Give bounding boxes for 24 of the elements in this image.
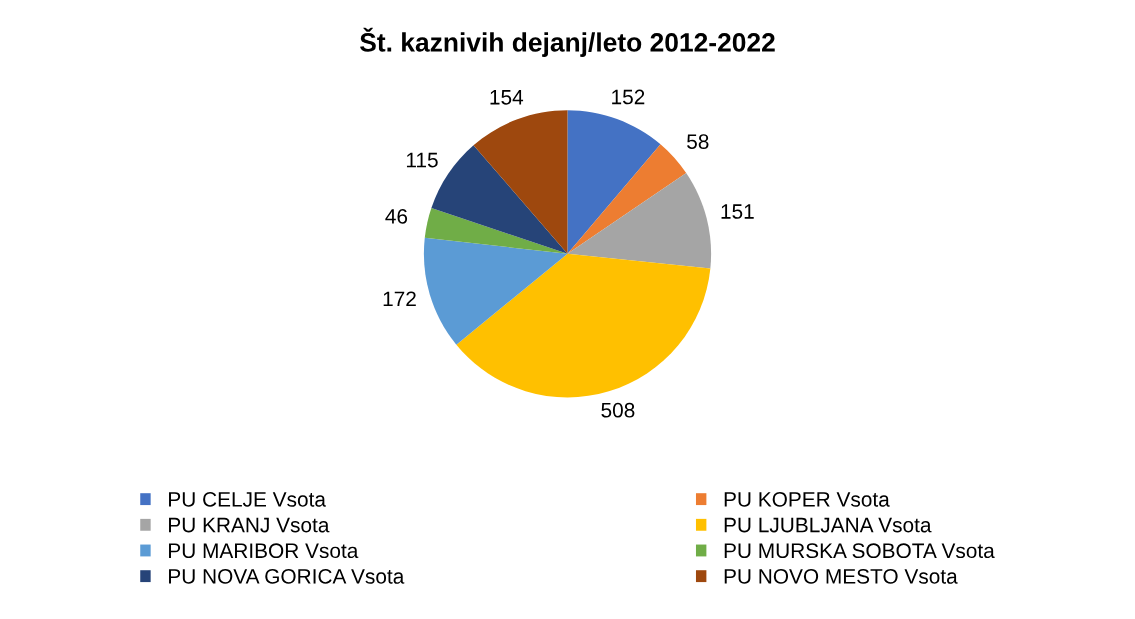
data-label: 154 [490, 90, 524, 105]
pie-slice [567, 110, 661, 254]
legend-label: PU NOVA GORICA Vsota [169, 569, 405, 584]
pie-slice [456, 253, 711, 398]
legend-label: PU KOPER Vsota [724, 491, 890, 507]
legend-label: PU NOVO MESTO Vsota [724, 569, 958, 584]
legend-label: PU LJUBLJANA Vsota [724, 517, 932, 533]
data-label: 152 [612, 89, 645, 105]
legend-label: PU CELJE Vsota [169, 491, 326, 507]
legend-label: PU MARIBOR Vsota [169, 543, 359, 559]
data-label: 115 [406, 152, 438, 168]
pie-slice [423, 237, 568, 345]
data-label: 58 [687, 134, 709, 149]
pie-slice [473, 110, 568, 254]
chart-title: Št. kaznivih dejanj/leto 2012-2022 [360, 27, 775, 57]
pie-slice [567, 172, 712, 269]
data-label: 172 [383, 291, 416, 306]
data-label: 508 [601, 402, 635, 418]
data-label: 46 [385, 208, 408, 224]
data-label: 151 [721, 204, 754, 219]
legend-label: PU MURSKA SOBOTA Vsota [724, 543, 995, 559]
legend-label: PU KRANJ Vsota [169, 517, 330, 533]
pie-slice [424, 208, 568, 254]
pie-slice [567, 144, 687, 254]
